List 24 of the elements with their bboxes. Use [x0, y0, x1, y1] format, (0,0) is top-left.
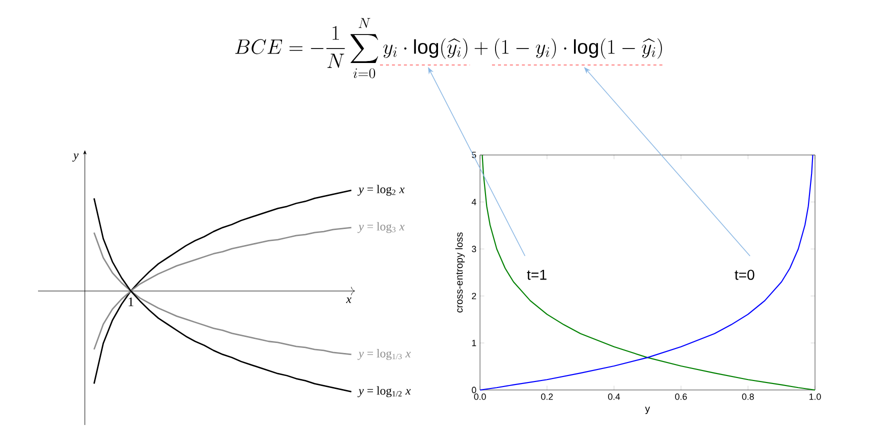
chart-title: $BCE = -\frac{1}{N}\sum_{i=0}^{N} y_i \cdot \log(\widehat{y_i}) + (1-y_i) \cdot \log(1-\widehat{y_i})$ — [235, 18, 662, 78]
series-label: y = log$_{1/3}$ x — [358, 349, 411, 360]
x-tick-label: 0.0 — [474, 394, 486, 400]
y-axis-title: cross-entropy loss — [455, 232, 465, 312]
x-axis-title: y — [645, 406, 650, 414]
y-tick-label: 3 — [472, 246, 476, 252]
series-label: t=1 — [527, 270, 546, 280]
y-tick-label: 2 — [472, 292, 476, 300]
y-tick-label: 5 — [472, 152, 476, 158]
series-label: t=0 — [734, 270, 754, 280]
x-tick-label: 0.2 — [541, 394, 553, 400]
series-label: y = log$_{2}$ x — [358, 184, 405, 196]
series-label: y = log$_{3}$ x — [358, 222, 405, 233]
x-tick-label: 0.6 — [675, 394, 687, 400]
x-tick-label: 1.0 — [809, 394, 821, 400]
y-tick-label: 1 — [472, 340, 476, 346]
y-axis-title: y — [72, 154, 79, 162]
y-tick-label: 0 — [472, 386, 476, 394]
x-tick-label: 0.4 — [608, 394, 620, 400]
annotation: 1 — [128, 298, 134, 306]
series-label: y = log$_{1/2}$ x — [358, 386, 411, 398]
x-axis-title: x — [346, 298, 352, 304]
y-tick-label: 4 — [472, 198, 476, 206]
x-tick-label: 0.8 — [742, 394, 754, 400]
